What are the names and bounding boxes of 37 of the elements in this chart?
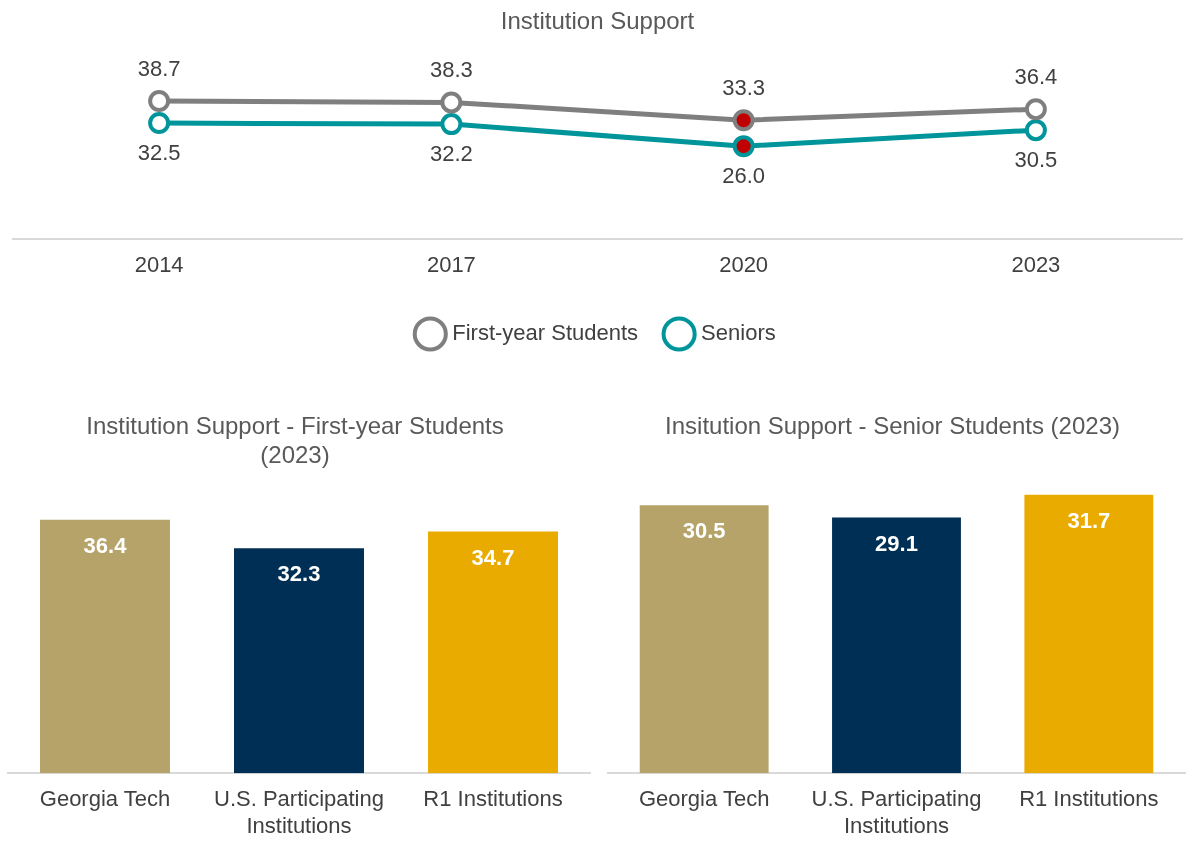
point <box>440 91 463 114</box>
x-tick-label: U.S. Participating Institutions <box>811 786 982 838</box>
data-label: 38.3 <box>429 57 473 83</box>
data-label: 26.0 <box>722 163 766 189</box>
x-tick-label: 2014 <box>134 251 184 277</box>
chart-title: Insitution Support - Senior Students (2023) <box>665 412 1120 440</box>
point <box>732 109 755 132</box>
chart-title: Institution Support <box>500 7 695 35</box>
x-tick-label: R1 Institutions <box>423 786 563 812</box>
data-label: 38.7 <box>137 56 181 82</box>
point <box>1024 98 1047 121</box>
data-label: 30.5 <box>682 518 726 544</box>
data-label: 32.2 <box>429 141 473 167</box>
point <box>148 89 171 112</box>
point <box>440 113 463 136</box>
data-label: 32.3 <box>277 561 321 587</box>
data-label: 30.5 <box>1014 147 1058 173</box>
data-label: 33.3 <box>722 75 766 101</box>
x-tick-label: Georgia Tech <box>638 786 770 812</box>
legend-label: First-year Students <box>452 320 639 346</box>
x-tick-label: 2020 <box>719 251 769 277</box>
x-tick-label: U.S. Participating Institutions <box>214 786 384 838</box>
point <box>1024 119 1047 142</box>
data-label: 32.5 <box>137 140 181 166</box>
data-label: 29.1 <box>875 530 918 556</box>
x-tick-label: R1 Institutions <box>1019 786 1159 812</box>
data-label: 34.7 <box>471 544 515 570</box>
legend-label: Seniors <box>701 320 776 346</box>
point <box>148 112 171 135</box>
x-tick-label: Georgia Tech <box>39 786 171 812</box>
data-label: 36.4 <box>83 532 128 558</box>
data-label: 36.4 <box>1014 64 1058 90</box>
data-label: 31.7 <box>1067 507 1111 533</box>
x-tick-label: 2023 <box>1011 251 1061 277</box>
point <box>732 135 755 158</box>
x-tick-label: 2017 <box>426 251 476 277</box>
chart-title: Institution Support - First-year Students (2023) <box>86 412 504 468</box>
